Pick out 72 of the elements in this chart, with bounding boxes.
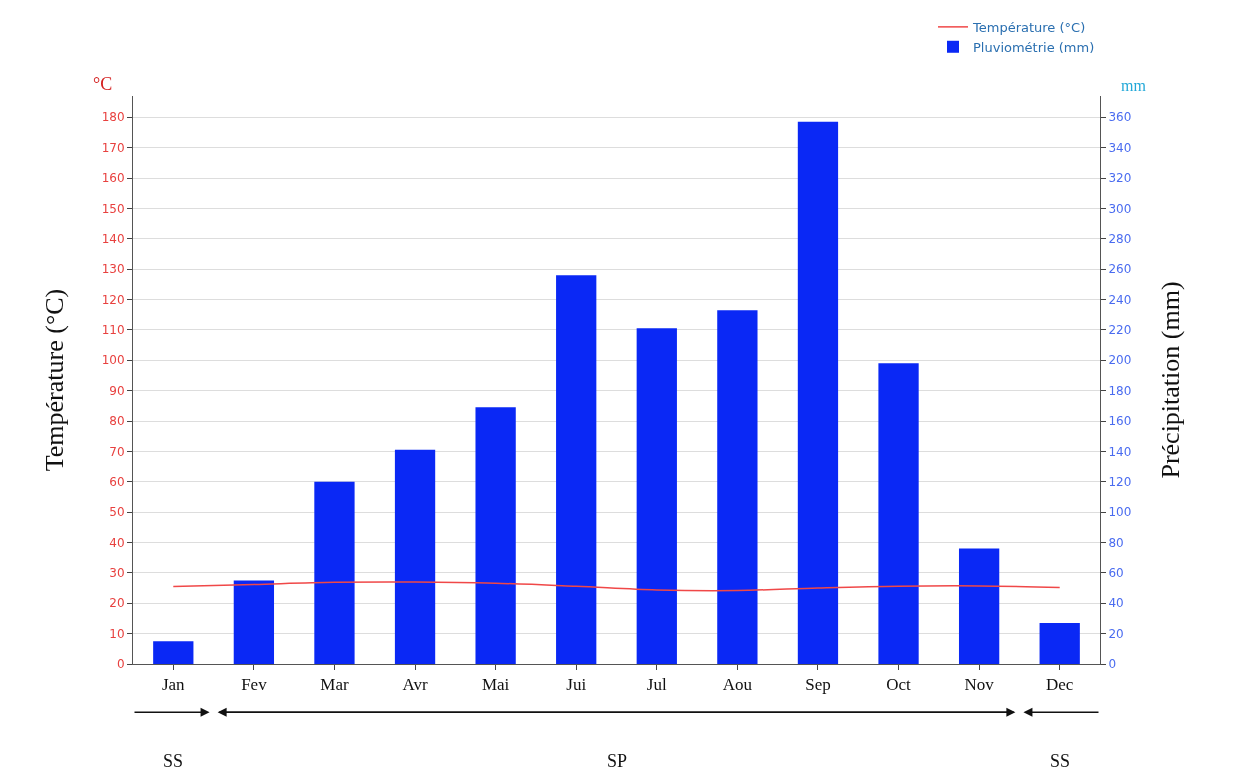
bar [475,407,516,664]
y-tick-label: 20 [109,596,125,611]
y2-tick-label: 300 [1108,201,1132,216]
y2-tick-label: 360 [1108,110,1132,125]
x-tick-label: Jan [161,675,186,695]
y-axis-title: Température (°C) [40,288,70,472]
bar [797,121,839,664]
bar [153,641,194,664]
text: SS [163,751,184,768]
y2-tick-label: 160 [1108,414,1132,429]
y2-tick-label: 40 [1108,596,1124,611]
y2-tick-label: 340 [1108,140,1132,155]
bar [958,548,1000,664]
x-tick-label: Oct [886,675,912,695]
bar [314,481,355,664]
y-tick-label: 50 [109,505,125,520]
y2-axis-title: Précipitation (mm) [1156,281,1186,479]
y-tick-label: 40 [109,535,125,550]
x-tick-label: Sep [805,675,831,695]
y2-tick-label: 80 [1108,535,1124,550]
y-tick-label: 150 [101,201,125,216]
y-tick-label: 70 [109,444,125,459]
text: mm [1121,77,1147,94]
y-tick-label: 0 [116,657,125,672]
y2-tick-label: 180 [1108,383,1132,398]
y-tick-label: 130 [101,262,125,277]
x-tick-label: Fev [241,675,268,695]
y2-tick-label: 280 [1108,231,1132,246]
y-tick-label: 160 [101,171,125,186]
x-tick-label: Mar [320,675,349,695]
y-tick-label: 170 [101,140,125,155]
x-tick-label: Aou [722,675,753,695]
y-tick-label: 140 [101,231,125,246]
y-tick-label: 30 [109,566,125,581]
y-tick-label: 100 [101,353,125,368]
y-tick-label: 120 [101,292,125,307]
text: SS [1050,751,1071,768]
y2-tick-label: 0 [1108,657,1117,672]
y2-tick-label: 240 [1108,292,1132,307]
bar [717,310,758,664]
x-tick-label: Dec [1046,675,1074,695]
y-tick-label: 180 [101,110,125,125]
bar [394,449,436,664]
x-tick-label: Jul [646,675,667,695]
y2-tick-label: 140 [1108,444,1132,459]
y-tick-label: 90 [109,383,125,398]
line-series [172,581,1061,592]
text: °C [93,74,113,94]
y-tick-label: 10 [109,626,125,641]
y2-tick-label: 120 [1108,474,1132,489]
text: SP [607,751,628,768]
legend-label: Pluviométrie (mm) [973,39,1095,55]
y-tick-label: 60 [109,474,125,489]
bar [878,363,919,664]
y2-tick-label: 60 [1108,566,1124,581]
y2-tick-label: 100 [1108,505,1132,520]
x-tick-label: Mai [481,675,510,695]
x-tick-label: Nov [964,675,995,695]
y-tick-label: 110 [101,323,125,338]
x-tick-label: Avr [402,675,428,695]
bar [556,275,597,664]
y2-tick-label: 20 [1108,626,1124,641]
legend-label: Température (°C) [972,19,1086,35]
y2-tick-label: 320 [1108,171,1132,186]
y2-tick-label: 260 [1108,262,1132,277]
x-tick-label: Jui [566,675,587,695]
bar [1039,622,1080,664]
y-tick-label: 80 [109,414,125,429]
y2-tick-label: 200 [1108,353,1132,368]
bar [233,580,275,664]
y2-tick-label: 220 [1108,323,1132,338]
bar [636,328,677,664]
